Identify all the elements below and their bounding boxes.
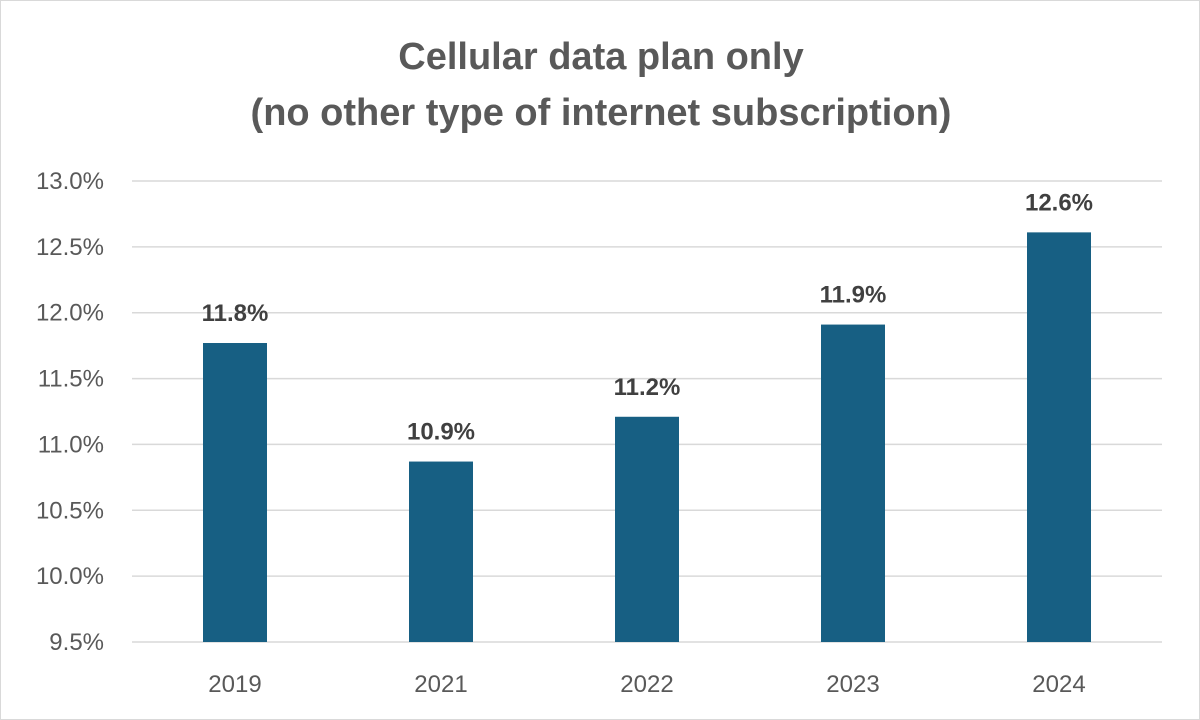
bar [409, 461, 473, 642]
y-tick-label: 10.0% [36, 563, 104, 590]
data-label: 12.6% [1025, 189, 1093, 216]
bar [1027, 232, 1091, 642]
chart-title: Cellular data plan only (no other type o… [1, 29, 1200, 141]
y-tick-label: 13.0% [36, 168, 104, 195]
data-label: 10.9% [407, 419, 475, 446]
x-tick-label: 2019 [208, 671, 261, 698]
bar [821, 324, 885, 642]
x-tick-label: 2021 [414, 671, 467, 698]
y-tick-label: 11.0% [38, 431, 104, 458]
data-label: 11.9% [820, 282, 887, 309]
bar [203, 343, 267, 642]
x-tick-label: 2024 [1032, 671, 1085, 698]
chart-title-line-2: (no other type of internet subscription) [250, 92, 952, 134]
y-tick-label: 10.5% [36, 497, 104, 524]
x-tick-label: 2023 [826, 671, 879, 698]
y-tick-label: 11.5% [38, 366, 104, 393]
chart-title-line-1: Cellular data plan only [398, 36, 804, 78]
y-tick-label: 12.0% [36, 300, 104, 327]
x-tick-label: 2022 [620, 671, 673, 698]
bar [615, 416, 679, 642]
data-label: 11.2% [614, 374, 681, 401]
y-tick-label: 9.5% [49, 629, 104, 656]
y-tick-label: 12.5% [36, 234, 104, 261]
data-label: 11.8% [202, 300, 269, 327]
